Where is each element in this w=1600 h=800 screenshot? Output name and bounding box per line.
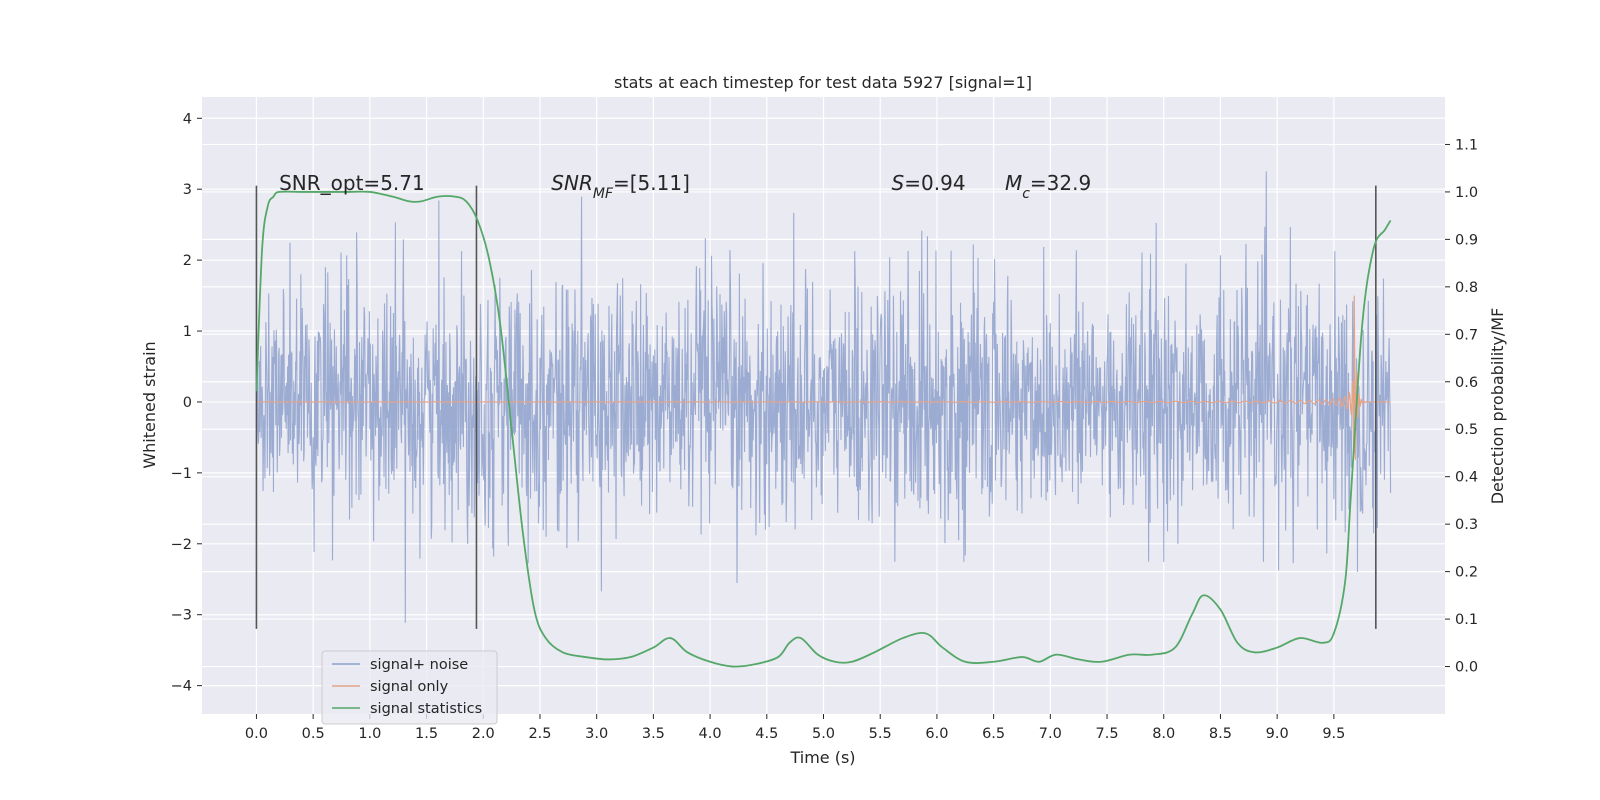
x-tick-label: 7.5 bbox=[1095, 726, 1118, 742]
y2-tick-label: 0.1 bbox=[1455, 612, 1478, 628]
y2-tick-label: 0.7 bbox=[1455, 327, 1478, 343]
signal-noise-line bbox=[255, 171, 1392, 623]
y2-tick-label: 0.5 bbox=[1455, 422, 1478, 438]
legend-box bbox=[321, 650, 498, 725]
y2-tick-label: 0.4 bbox=[1455, 470, 1478, 486]
annotation-text: Mc=32.9 bbox=[1005, 171, 1091, 202]
y-tick-label: −4 bbox=[171, 679, 192, 695]
y-tick-label: 0 bbox=[183, 395, 192, 411]
annotation-text: SNRMF=[5.11] bbox=[551, 171, 690, 202]
x-axis-label: Time (s) bbox=[789, 748, 855, 767]
legend-label-signal-noise: signal+ noise bbox=[370, 657, 468, 673]
signal-only-series bbox=[256, 295, 1391, 460]
y2-tick-label: 0.8 bbox=[1455, 280, 1478, 296]
signal-statistics-line bbox=[255, 190, 1392, 668]
y-tick-label: 1 bbox=[183, 324, 192, 340]
annotation-text: SNR_opt=5.71 bbox=[279, 171, 425, 195]
x-tick-label: 1.0 bbox=[358, 726, 381, 742]
y-tick-label: 2 bbox=[183, 253, 192, 269]
y-axis-ticks: −4 −3 −2 −1 0 1 2 3 4 bbox=[171, 111, 202, 695]
y2-axis-ticks: 0.0 0.1 0.2 0.3 0.4 0.5 0.6 0.7 0.8 0.9 1.0 1.1 bbox=[1445, 137, 1478, 676]
x-tick-label: 8.0 bbox=[1152, 726, 1175, 742]
y-tick-label: 3 bbox=[183, 182, 192, 198]
x-tick-label: 1.5 bbox=[415, 726, 438, 742]
signal-statistics-series bbox=[255, 190, 1392, 668]
x-tick-label: 2.5 bbox=[528, 726, 551, 742]
chart-title: stats at each timestep for test data 592… bbox=[614, 73, 1032, 92]
y-tick-label: −1 bbox=[171, 466, 192, 482]
y-axis-label: Whitened strain bbox=[140, 341, 159, 468]
x-tick-label: 2.0 bbox=[472, 726, 495, 742]
legend: signal+ noise signal only signal statist… bbox=[321, 650, 498, 725]
legend-label-signal-only: signal only bbox=[370, 679, 449, 695]
annotations: SNR_opt=5.71 SNRMF=[5.11] S=0.94 Mc=32.9 bbox=[279, 171, 1091, 202]
y2-tick-label: 0.3 bbox=[1455, 517, 1478, 533]
signal-noise-series bbox=[255, 171, 1392, 623]
y2-tick-label: 0.2 bbox=[1455, 565, 1478, 581]
x-tick-label: 5.0 bbox=[812, 726, 835, 742]
x-tick-label: 5.5 bbox=[869, 726, 892, 742]
x-tick-label: 0.5 bbox=[302, 726, 325, 742]
y2-tick-label: 0.0 bbox=[1455, 660, 1478, 676]
x-tick-label: 8.5 bbox=[1209, 726, 1232, 742]
x-axis-ticks: 0.0 0.5 1.0 1.5 2.0 2.5 3.0 3.5 4.0 4.5 5.0 5.5 6.0 6… bbox=[245, 714, 1345, 742]
y2-tick-label: 0.9 bbox=[1455, 232, 1478, 248]
y-tick-label: −3 bbox=[171, 608, 192, 624]
vertical-markers bbox=[255, 185, 1377, 629]
y2-axis-label: Detection probability/MF bbox=[1488, 308, 1507, 505]
y2-tick-label: 1.0 bbox=[1455, 185, 1478, 201]
x-tick-label: 4.5 bbox=[755, 726, 778, 742]
x-tick-label: 0.0 bbox=[245, 726, 268, 742]
y2-tick-label: 0.6 bbox=[1455, 375, 1478, 391]
x-tick-label: 7.0 bbox=[1039, 726, 1062, 742]
signal-only-line bbox=[256, 295, 1391, 460]
x-tick-label: 6.0 bbox=[925, 726, 948, 742]
x-tick-label: 6.5 bbox=[982, 726, 1005, 742]
y-tick-label: 4 bbox=[183, 111, 192, 127]
x-tick-label: 4.0 bbox=[699, 726, 722, 742]
annotation-text: S=0.94 bbox=[892, 171, 966, 195]
x-tick-label: 9.5 bbox=[1322, 726, 1345, 742]
legend-label-signal-statistics: signal statistics bbox=[370, 701, 482, 717]
x-tick-label: 3.5 bbox=[642, 726, 665, 742]
y2-tick-label: 1.1 bbox=[1455, 137, 1478, 153]
y-tick-label: −2 bbox=[171, 537, 192, 553]
x-tick-label: 3.0 bbox=[585, 726, 608, 742]
x-tick-label: 9.0 bbox=[1266, 726, 1289, 742]
